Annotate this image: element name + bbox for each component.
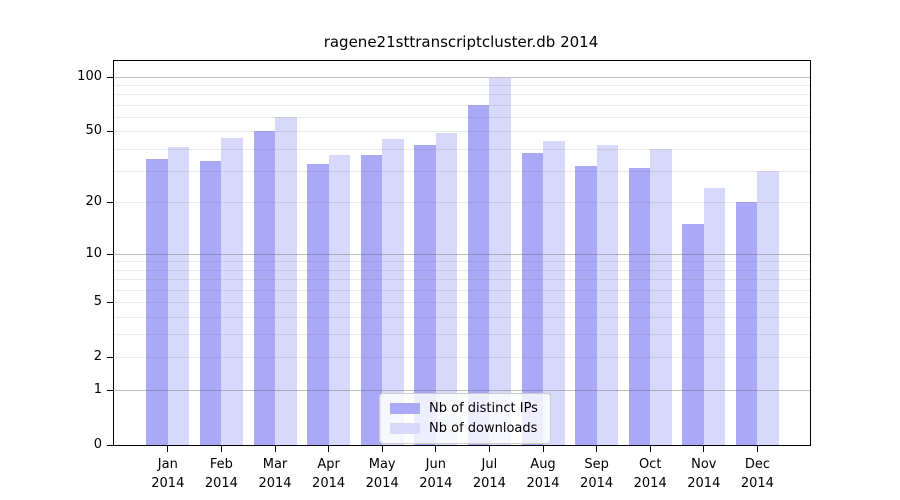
x-axis-tick-label: Oct 2014 xyxy=(633,457,667,491)
bar-apr-downloads xyxy=(328,154,351,445)
y-axis-tick-label: 10 xyxy=(85,245,102,261)
bar-mar-distinct-ips xyxy=(253,131,275,445)
chart-title: ragene21sttranscriptcluster.db 2014 xyxy=(323,33,599,51)
x-axis-tick-label: Jun 2014 xyxy=(419,457,453,491)
bar-jul-downloads xyxy=(489,78,511,445)
bar-jan-downloads xyxy=(167,146,190,445)
x-axis-tick xyxy=(488,446,490,452)
x-axis-tick-label: Sep 2014 xyxy=(580,457,614,491)
gridline-minor xyxy=(114,357,810,359)
y-axis-tick xyxy=(107,357,114,359)
plot-area: Nb of distinct IPs Nb of downloads 100 50… xyxy=(77,60,811,491)
gridline-minor xyxy=(114,269,810,271)
x-axis-tick-label: Jan 2014 xyxy=(151,457,185,491)
gridline-minor xyxy=(114,302,810,303)
gridline-major xyxy=(114,253,810,255)
x-axis-tick xyxy=(167,446,169,452)
bar-feb-distinct-ips xyxy=(199,161,222,445)
gridline-minor xyxy=(114,170,810,172)
legend-entry-downloads: Nb of downloads xyxy=(390,421,538,436)
y-axis-tick xyxy=(107,253,114,255)
legend-swatch-downloads-icon xyxy=(390,423,420,434)
bar-jun-distinct-ips xyxy=(414,144,436,445)
x-axis-tick xyxy=(703,446,705,452)
x-axis-tick xyxy=(756,446,758,452)
x-axis-tick xyxy=(381,446,383,452)
x-axis-tick-label: May 2014 xyxy=(365,457,399,491)
x-axis-tick xyxy=(596,446,598,452)
bar-sep-downloads xyxy=(596,144,619,445)
x-axis-tick-label: Dec 2014 xyxy=(740,457,774,491)
legend-swatch-distinct-ips-icon xyxy=(390,403,420,414)
y-axis-tick-label: 5 xyxy=(93,294,102,309)
bar-nov-distinct-ips xyxy=(682,223,704,445)
x-axis-tick-label: Nov 2014 xyxy=(687,457,721,491)
bar-oct-downloads xyxy=(650,148,672,445)
bar-aug-downloads xyxy=(543,141,565,445)
gridline-minor xyxy=(114,316,810,318)
x-axis-tick-label: Jul 2014 xyxy=(472,457,506,491)
x-axis-tick-label: Aug 2014 xyxy=(526,457,560,491)
gridline-minor xyxy=(114,84,810,86)
bar-aug-distinct-ips xyxy=(521,152,543,445)
gridline-minor xyxy=(114,289,810,291)
gridline-minor xyxy=(114,116,810,118)
x-axis-tick xyxy=(435,446,437,452)
x-axis-tick-label: Mar 2014 xyxy=(258,457,292,491)
legend-label-distinct-ips: Nb of distinct IPs xyxy=(429,401,538,416)
gridline-minor xyxy=(114,104,810,106)
y-axis-tick xyxy=(107,389,114,391)
gridline-minor xyxy=(114,279,810,280)
x-axis-tick xyxy=(220,446,222,452)
y-axis-tick-label: 1 xyxy=(93,381,102,397)
bar-dec-downloads xyxy=(757,170,779,445)
gridline-minor xyxy=(114,334,810,336)
bar-apr-distinct-ips xyxy=(307,163,329,445)
x-axis-tick xyxy=(328,446,330,452)
legend: Nb of distinct IPs Nb of downloads xyxy=(379,393,551,444)
x-axis-tick-label: Apr 2014 xyxy=(312,457,346,491)
bar-mar-downloads xyxy=(275,116,297,445)
y-axis-tick-label: 2 xyxy=(93,349,102,365)
y-axis-tick-label: 50 xyxy=(85,123,102,139)
y-axis-tick xyxy=(107,131,114,133)
gridline-minor xyxy=(114,131,810,133)
bar-jan-distinct-ips xyxy=(146,159,168,445)
x-axis-tick xyxy=(274,446,276,452)
bar-feb-downloads xyxy=(221,137,243,445)
legend-label-downloads: Nb of downloads xyxy=(429,421,538,436)
x-axis-tick-label: Feb 2014 xyxy=(204,457,238,491)
x-axis-tick xyxy=(542,446,544,452)
bar-jul-distinct-ips xyxy=(467,104,490,445)
y-axis-tick xyxy=(107,202,114,203)
gridline-major xyxy=(114,389,810,391)
bar-may-downloads xyxy=(382,139,404,445)
bar-may-distinct-ips xyxy=(360,154,383,445)
y-axis-tick xyxy=(107,302,114,303)
y-axis-tick xyxy=(107,445,114,446)
bar-sep-distinct-ips xyxy=(575,165,597,445)
y-axis-tick-label: 20 xyxy=(85,194,102,209)
gridline-minor xyxy=(114,94,810,96)
gridline-major xyxy=(114,76,810,78)
bar-nov-downloads xyxy=(703,188,726,445)
gridline-minor xyxy=(114,202,810,203)
bar-jun-downloads xyxy=(435,132,458,445)
y-axis-tick-label: 0 xyxy=(93,437,102,452)
bar-oct-distinct-ips xyxy=(628,168,651,445)
y-axis-tick-label: 100 xyxy=(77,68,102,84)
gridline-minor xyxy=(114,148,810,150)
y-axis-tick xyxy=(107,76,114,78)
legend-entry-distinct-ips: Nb of distinct IPs xyxy=(390,401,538,416)
bar-dec-distinct-ips xyxy=(735,202,758,445)
x-axis-tick xyxy=(649,446,651,452)
gridline-minor xyxy=(114,261,810,263)
